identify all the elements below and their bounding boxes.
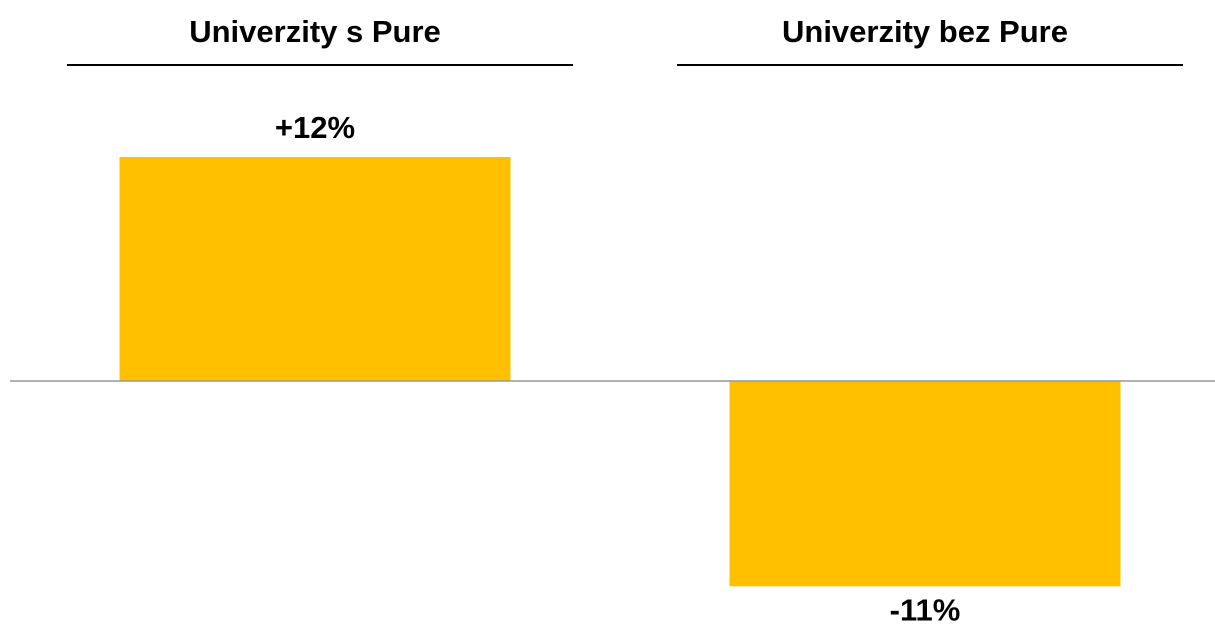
category-header: Univerzity bez Pure — [782, 14, 1068, 49]
value-label: -11% — [890, 593, 961, 628]
bar — [119, 157, 511, 381]
category-header: Univerzity s Pure — [189, 14, 441, 49]
bar — [729, 381, 1121, 587]
value-label: +12% — [275, 110, 355, 145]
